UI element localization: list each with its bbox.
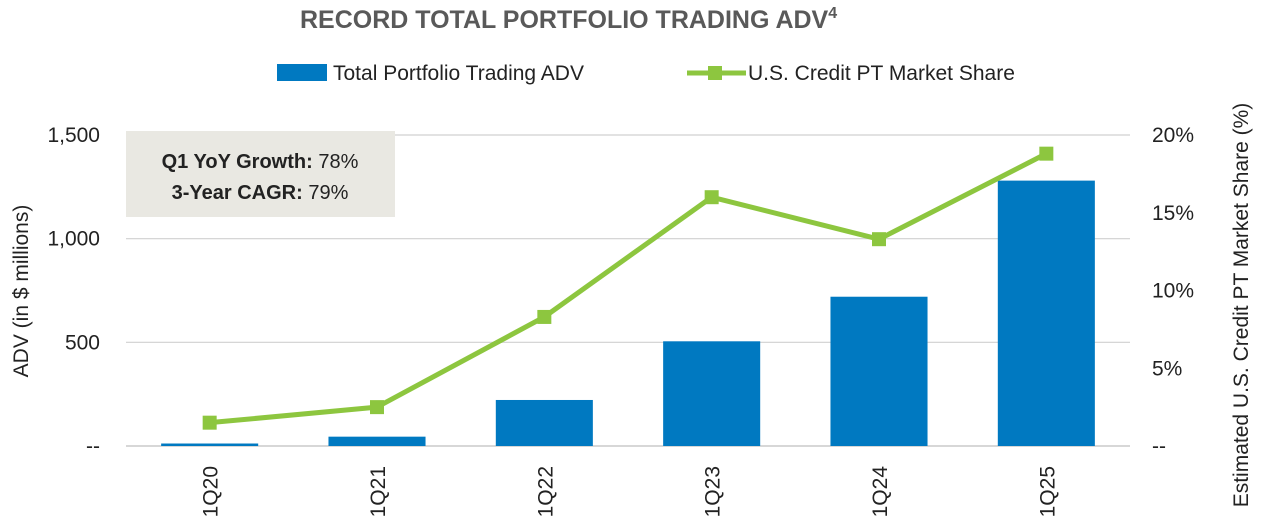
x-tick-label: 1Q20 <box>200 466 223 517</box>
x-tick-label: 1Q24 <box>869 466 892 518</box>
y2-tick-label: 10% <box>1152 280 1194 303</box>
annotation-background <box>126 131 395 217</box>
y-axis-title: ADV (in $ millions) <box>10 205 33 378</box>
x-axis-ticks: 1Q20 1Q21 1Q22 1Q23 1Q24 1Q25 <box>200 466 1060 518</box>
x-tick-label: 1Q25 <box>1036 466 1059 517</box>
x-tick-label: 1Q21 <box>367 466 390 517</box>
y-tick-label: -- <box>86 435 100 458</box>
annotation-line-1: Q1 YoY Growth: 78% <box>162 151 359 173</box>
bar-1Q25 <box>997 180 1095 446</box>
marker-1Q21 <box>370 400 384 415</box>
marker-1Q20 <box>202 415 217 430</box>
legend-line-label: U.S. Credit PT Market Share <box>748 62 1015 85</box>
marker-1Q25 <box>1039 146 1054 161</box>
marker-1Q22 <box>537 309 552 324</box>
legend-bar-swatch <box>277 64 327 81</box>
marker-1Q23 <box>704 190 719 205</box>
marker-1Q24 <box>872 232 886 247</box>
bar-1Q21 <box>328 436 426 446</box>
y-tick-label: 1,500 <box>47 124 100 147</box>
y2-axis-title: Estimated U.S. Credit PT Market Share (%… <box>1230 103 1253 508</box>
y-tick-label: 1,000 <box>47 228 100 251</box>
y-tick-label: 500 <box>65 331 100 354</box>
legend-line-marker <box>708 66 722 80</box>
legend: Total Portfolio Trading ADV U.S. Credit … <box>277 62 1015 85</box>
right-axis-ticks: -- 5% 10% 15% 20% <box>1152 124 1194 458</box>
bar-1Q20 <box>161 443 259 446</box>
y2-tick-label: 20% <box>1152 124 1194 147</box>
left-axis-ticks: -- 500 1,000 1,500 <box>47 124 100 458</box>
x-tick-label: 1Q23 <box>702 466 725 517</box>
x-tick-label: 1Q22 <box>534 466 557 517</box>
title-superscript: 4 <box>828 5 837 22</box>
y2-tick-label: -- <box>1152 435 1166 458</box>
annotation-box: Q1 YoY Growth: 78% 3-Year CAGR: 79% <box>126 131 395 217</box>
bar-series <box>161 180 1095 446</box>
annotation-line-2: 3-Year CAGR: 79% <box>172 182 349 204</box>
market-share-line <box>209 151 1048 426</box>
bar-1Q22 <box>495 399 593 446</box>
bar-1Q24 <box>830 296 928 446</box>
line-series <box>202 146 1054 430</box>
legend-bar-label: Total Portfolio Trading ADV <box>333 62 584 85</box>
y2-tick-label: 5% <box>1152 357 1182 380</box>
bar-1Q23 <box>663 341 761 446</box>
y2-tick-label: 15% <box>1152 202 1194 225</box>
chart-title: RECORD TOTAL PORTFOLIO TRADING ADV4 <box>300 5 837 34</box>
